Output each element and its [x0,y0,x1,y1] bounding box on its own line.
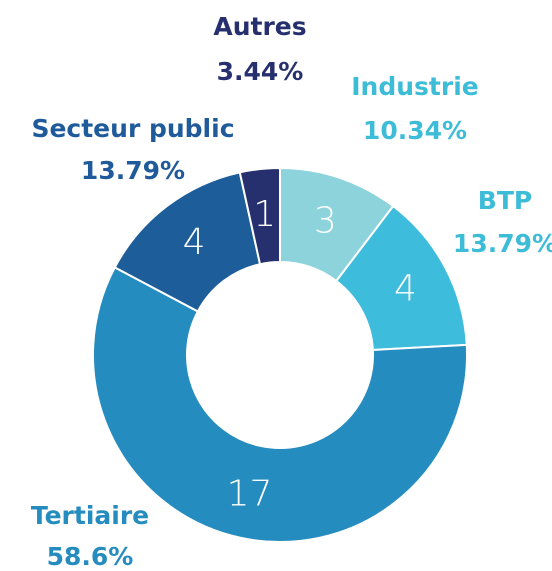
segment-value: 4 [394,268,417,309]
category-label: Secteur public [31,114,234,143]
percentage-label: 58.6% [47,542,134,571]
percentage-label: 10.34% [363,116,467,145]
donut-segment [92,266,468,543]
percentage-label: 13.79% [453,229,552,258]
segment-value: 17 [227,474,273,515]
segment-value: 3 [314,200,337,241]
category-label: Industrie [351,72,478,101]
segment-value: 4 [183,222,206,263]
percentage-label: 3.44% [217,57,304,86]
percentage-label: 13.79% [81,156,185,185]
category-label: Autres [213,12,306,41]
donut-segment [238,166,281,266]
segment-value: 1 [253,194,276,235]
category-label: Tertiaire [31,501,149,530]
category-label: BTP [478,186,532,215]
